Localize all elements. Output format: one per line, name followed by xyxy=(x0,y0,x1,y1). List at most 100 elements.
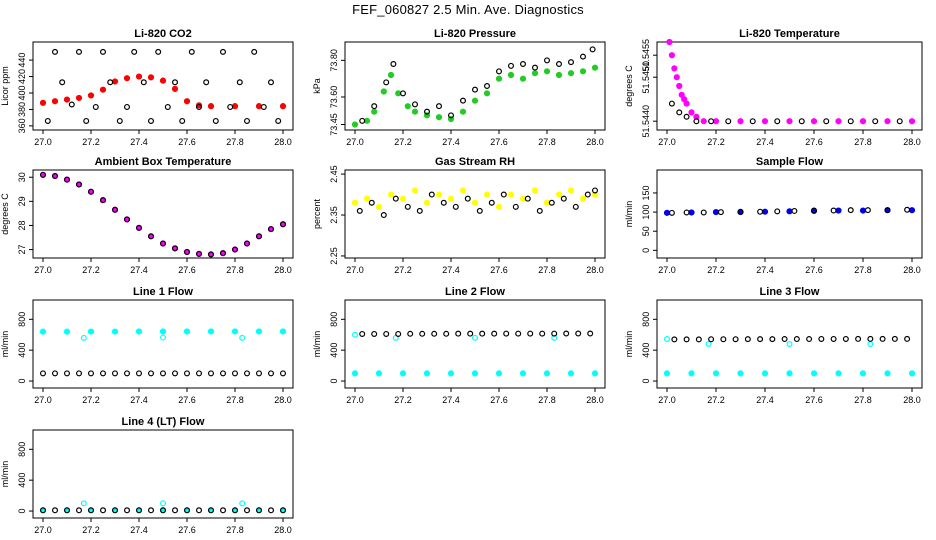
data-point xyxy=(279,103,287,110)
data-point xyxy=(774,118,781,125)
data-point xyxy=(591,191,599,198)
y-tick-label: 73.80 xyxy=(329,49,339,72)
series-black-markers xyxy=(359,330,594,337)
data-point xyxy=(255,328,263,335)
x-tick-label: 28.0 xyxy=(903,265,921,275)
data-point xyxy=(447,370,455,377)
data-point xyxy=(431,330,438,337)
y-tick-label: 2.35 xyxy=(329,206,339,224)
series-dense xyxy=(666,38,916,125)
data-point xyxy=(579,68,587,75)
data-point xyxy=(864,207,871,214)
data-point xyxy=(579,53,586,60)
data-point xyxy=(99,86,107,93)
y-tick-label: 150 xyxy=(641,185,651,200)
data-point xyxy=(712,208,720,216)
x-tick-label: 27.4 xyxy=(756,137,774,147)
data-point xyxy=(567,70,575,77)
plot-frame xyxy=(32,429,294,519)
data-point xyxy=(519,75,527,82)
data-point xyxy=(560,195,567,202)
series-black-markers xyxy=(39,370,287,377)
y-tick-label: 400 xyxy=(641,343,651,358)
data-point xyxy=(567,59,574,66)
data-point xyxy=(668,100,675,107)
y-axis-label: degrees C xyxy=(0,193,10,235)
y-axis-label: ml/min xyxy=(624,201,634,228)
data-point xyxy=(448,112,455,119)
data-point xyxy=(708,118,715,125)
data-point xyxy=(99,197,106,204)
data-point xyxy=(411,108,419,115)
x-tick-label: 28.0 xyxy=(274,265,292,275)
data-point xyxy=(708,336,715,343)
data-point xyxy=(380,88,387,95)
y-tick-label: 51.5440 xyxy=(641,105,651,138)
data-point xyxy=(818,335,825,342)
data-point xyxy=(591,187,598,194)
data-point xyxy=(555,191,563,198)
data-point xyxy=(555,71,563,79)
data-point xyxy=(239,500,246,507)
data-point xyxy=(847,118,854,125)
chart-sample-flow: Sample Flow ml/min 27.0 27.2 27.4 27.6 27.8 28.… xyxy=(624,156,923,275)
data-point xyxy=(39,328,47,335)
data-point xyxy=(671,336,678,343)
data-point xyxy=(172,79,179,86)
data-point xyxy=(452,203,459,210)
y-tick-label: 2.25 xyxy=(329,247,339,265)
data-point xyxy=(116,117,123,124)
data-point xyxy=(123,216,130,223)
data-point xyxy=(136,224,143,231)
data-point xyxy=(591,64,599,71)
data-point xyxy=(495,370,503,377)
data-point xyxy=(806,336,813,343)
data-point xyxy=(184,507,191,514)
data-point xyxy=(471,97,479,104)
data-point xyxy=(423,199,431,206)
data-point xyxy=(835,118,842,125)
data-point xyxy=(251,48,258,55)
data-point xyxy=(744,336,751,343)
y-axis-label: ml/min xyxy=(624,331,634,358)
data-point xyxy=(231,103,239,110)
data-point xyxy=(184,248,191,255)
x-tick-label: 27.8 xyxy=(226,265,244,275)
y-tick-label: 30 xyxy=(17,172,27,182)
data-point xyxy=(160,370,167,377)
data-point xyxy=(676,109,683,116)
data-point xyxy=(495,75,503,82)
data-point xyxy=(392,195,399,202)
series-cyan xyxy=(351,370,599,377)
data-point xyxy=(904,335,911,342)
x-tick-label: 27.0 xyxy=(658,137,676,147)
x-tick-label: 27.2 xyxy=(82,525,100,535)
data-point xyxy=(666,38,673,46)
y-axis-label: kPa xyxy=(312,78,322,94)
plot-frame xyxy=(656,299,923,389)
data-point xyxy=(842,335,849,342)
y-tick-label: 0 xyxy=(17,379,27,384)
x-tick-label: 27.4 xyxy=(756,265,774,275)
x-tick-label: 27.0 xyxy=(346,137,364,147)
data-point xyxy=(172,370,179,377)
data-point xyxy=(148,117,155,124)
y-axis-label: ml/min xyxy=(312,331,322,358)
data-point xyxy=(483,191,491,198)
data-point xyxy=(683,100,690,107)
x-tick-label: 28.0 xyxy=(586,395,604,405)
data-point xyxy=(786,208,793,215)
x-tick-label: 27.6 xyxy=(490,265,508,275)
data-point xyxy=(567,370,575,377)
chart-box-temp: Ambient Box Temperature degrees C 27.0 27.2… xyxy=(0,156,294,275)
data-point xyxy=(712,370,720,377)
series-cyan-outliers xyxy=(352,331,558,341)
data-point xyxy=(63,176,70,183)
data-point xyxy=(515,330,522,337)
data-point xyxy=(51,98,59,105)
data-point xyxy=(419,330,426,337)
data-point xyxy=(148,233,155,240)
data-point xyxy=(786,370,793,377)
data-point xyxy=(548,199,555,206)
x-tick-label: 27.8 xyxy=(854,137,872,147)
